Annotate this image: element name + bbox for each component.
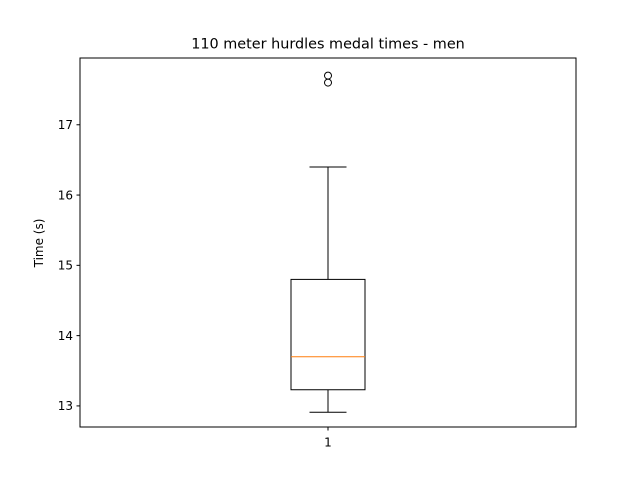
y-axis-ticks: 13 14 15 16 17 xyxy=(58,118,80,413)
y-axis-label: Time (s) xyxy=(32,219,46,269)
iqr-box xyxy=(290,278,366,391)
outlier-point xyxy=(324,71,332,80)
outlier-point xyxy=(324,78,332,87)
y-tick-label: 17 xyxy=(58,118,73,132)
y-tick-label: 15 xyxy=(58,259,73,273)
y-tick-label: 14 xyxy=(58,329,73,343)
y-tick-label: 13 xyxy=(58,399,73,413)
x-tick-label: 1 xyxy=(324,436,332,450)
chart-title: 110 meter hurdles medal times - men xyxy=(191,37,465,53)
box-series xyxy=(290,71,366,413)
x-axis-ticks: 1 xyxy=(324,427,332,450)
y-tick-label: 16 xyxy=(58,188,73,202)
